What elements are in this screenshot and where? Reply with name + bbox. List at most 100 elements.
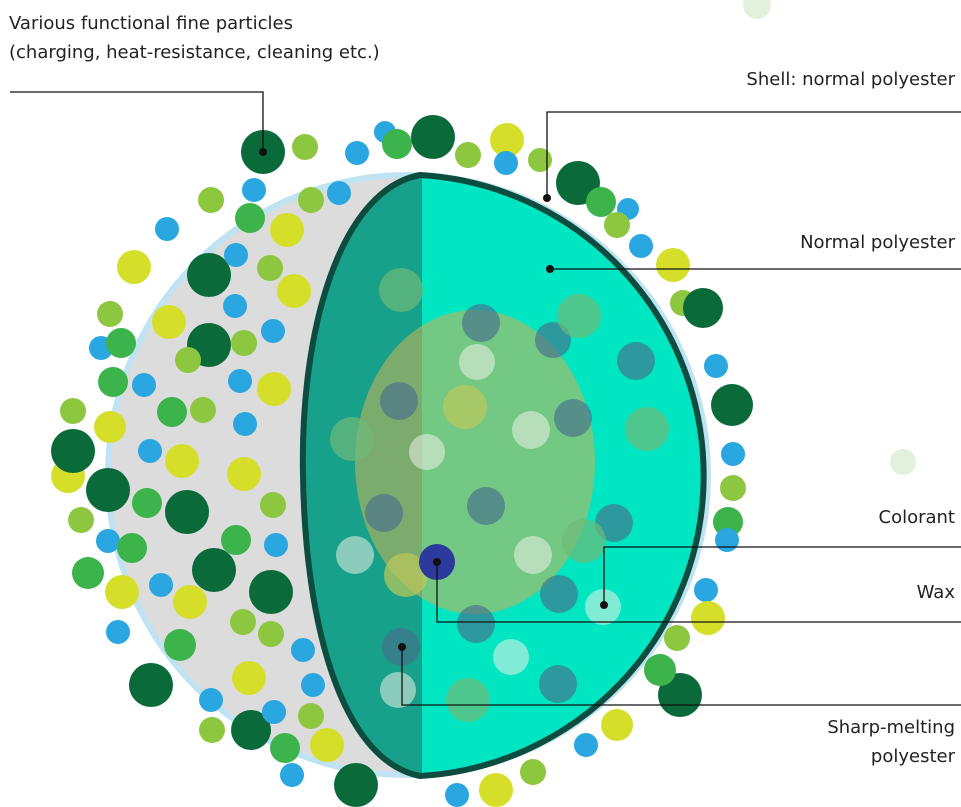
label: polyester [871, 746, 956, 767]
particle [192, 548, 236, 592]
particle [98, 367, 128, 397]
particle [224, 243, 248, 267]
outer-particles [51, 115, 753, 807]
particle [365, 494, 403, 532]
label: Shell: normal polyester [746, 69, 955, 90]
particle [301, 673, 325, 697]
particle [443, 385, 487, 429]
particle [164, 629, 196, 661]
particle [514, 536, 552, 574]
leader-dot [433, 558, 441, 566]
particle [604, 212, 630, 238]
particle [334, 763, 378, 807]
particle [262, 700, 286, 724]
inner-particles [330, 268, 669, 722]
particle [94, 411, 126, 443]
deco-dot [743, 0, 771, 19]
particle [455, 142, 481, 168]
particle [574, 733, 598, 757]
particle [132, 373, 156, 397]
particle [291, 638, 315, 662]
leader-dot [546, 265, 554, 273]
particle [106, 620, 130, 644]
particle [129, 663, 173, 707]
label: Wax [917, 582, 956, 603]
particle [554, 399, 592, 437]
particle [223, 294, 247, 318]
particle [228, 369, 252, 393]
particle [190, 397, 216, 423]
particle [261, 319, 285, 343]
particle [51, 429, 95, 473]
particle [683, 288, 723, 328]
leader-dot [259, 148, 267, 156]
particle [664, 625, 690, 651]
particle [105, 575, 139, 609]
particle [106, 328, 136, 358]
particle [155, 217, 179, 241]
particle [539, 665, 577, 703]
particle [656, 248, 690, 282]
particle [380, 382, 418, 420]
particle [149, 573, 173, 597]
particle [459, 344, 495, 380]
particle [277, 274, 311, 308]
particle [227, 457, 261, 491]
label: Various functional fine particles [9, 13, 293, 34]
particle [345, 141, 369, 165]
particle [336, 536, 374, 574]
particle [292, 134, 318, 160]
particle [175, 347, 201, 373]
particle [601, 709, 633, 741]
leader-line [603, 546, 961, 605]
particle [270, 213, 304, 247]
particle [231, 330, 257, 356]
shell-outline [299, 171, 707, 780]
particle [132, 488, 162, 518]
label: (charging, heat-resistance, cleaning etc… [9, 42, 380, 63]
particle [715, 528, 739, 552]
label: Sharp-melting [827, 717, 955, 738]
particle [446, 678, 490, 722]
particle [384, 553, 428, 597]
particle [625, 407, 669, 451]
particle [562, 519, 606, 563]
particle [586, 187, 616, 217]
particle [187, 253, 231, 297]
particle [557, 294, 601, 338]
particle [535, 322, 571, 358]
particle [494, 151, 518, 175]
particle [409, 434, 445, 470]
particle [270, 733, 300, 763]
particle [720, 475, 746, 501]
label: Colorant [879, 507, 956, 528]
leader-dot [600, 601, 608, 609]
particle [260, 492, 286, 518]
particle [691, 601, 725, 635]
particle [264, 533, 288, 557]
particle [86, 468, 130, 512]
particle [411, 115, 455, 159]
leader-line [436, 562, 961, 623]
particle [257, 372, 291, 406]
particle [68, 507, 94, 533]
particle [512, 411, 550, 449]
particle [490, 123, 524, 157]
particle [711, 384, 753, 426]
particle [165, 444, 199, 478]
particle [235, 203, 265, 233]
particle [230, 609, 256, 635]
particle [97, 301, 123, 327]
particle [382, 129, 412, 159]
particle [198, 187, 224, 213]
particle [493, 639, 529, 675]
particle [221, 525, 251, 555]
leader-line [546, 111, 961, 198]
particle [138, 439, 162, 463]
particle [232, 661, 266, 695]
particle [117, 250, 151, 284]
particle [479, 773, 513, 807]
particle [117, 533, 147, 563]
